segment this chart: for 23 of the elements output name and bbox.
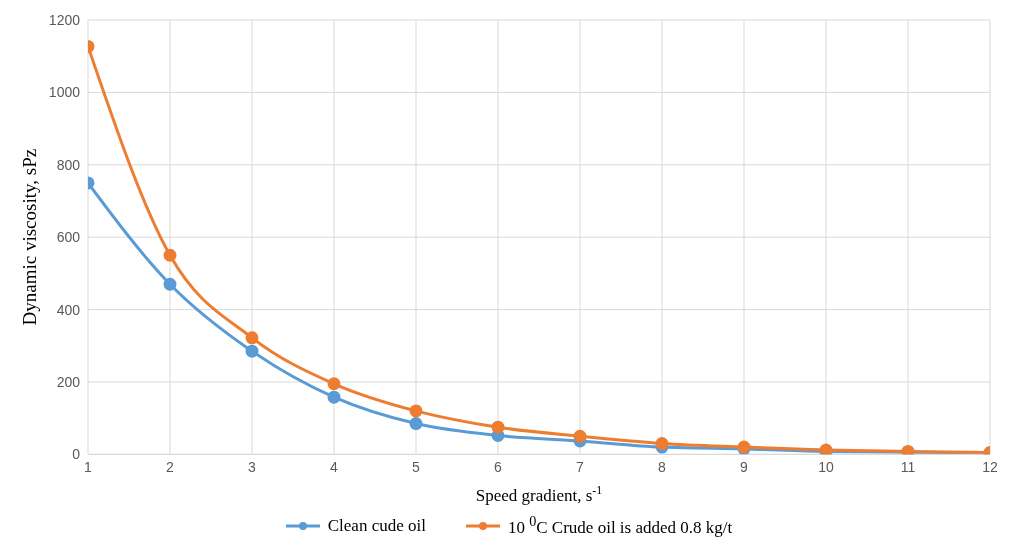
y-tick-label: 600 [56,229,81,246]
legend-label: Clean cude oil [327,515,426,536]
x-tick-label: 6 [494,459,503,476]
x-tick-label: 12 [982,459,998,476]
y-axis-title: Dynamic viscosity, sPz [19,148,40,326]
y-tick-label: 0 [72,446,81,463]
x-tick-label: 5 [412,459,421,476]
y-tick-label: 200 [56,373,81,390]
y-tick-label: 1200 [48,11,81,28]
y-tick-label: 400 [56,301,81,318]
x-tick-label: 1 [84,459,93,476]
y-tick-label: 1000 [48,84,81,101]
x-tick-label: 4 [330,459,339,476]
x-tick-label: 10 [818,459,834,476]
y-tick-label: 800 [56,156,81,173]
x-tick-label: 2 [166,459,175,476]
legend-label: 10 $^{0}$C Crude oil is added 0.8 kg/t [507,513,733,538]
x-tick-label: 3 [248,459,257,476]
x-tick-label: 8 [658,459,667,476]
x-tick-label: 11 [900,459,916,476]
x-tick-label: 7 [576,459,585,476]
x-tick-label: 9 [740,459,749,476]
x-axis-title: Speed gradient, s$^{-1}$ [475,483,603,506]
